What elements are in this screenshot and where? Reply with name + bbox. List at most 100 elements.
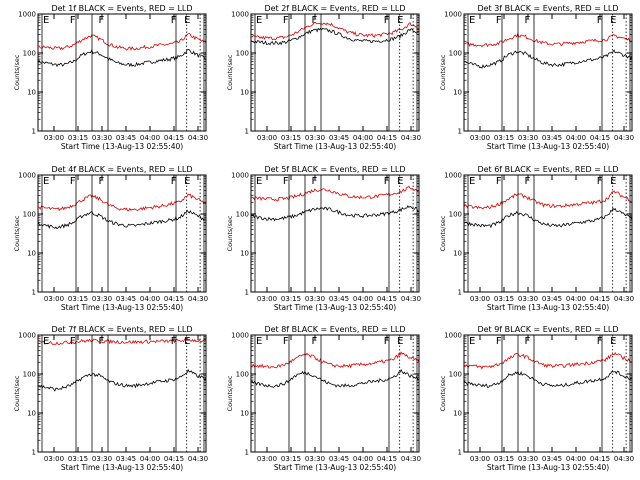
interval-flag: F	[524, 336, 530, 347]
series-line-events	[463, 370, 633, 388]
x-tick-label: 03:30	[92, 134, 112, 142]
y-tick-label: 10	[240, 410, 249, 418]
x-tick-label: 03:30	[518, 134, 538, 142]
panel-det-5: Det 5f BLACK = Events, RED = LLD 1 10 100 10…	[226, 165, 421, 312]
x-tick-label: 03:45	[116, 295, 136, 303]
y-tick-label: 1	[458, 289, 462, 297]
panel-det-9: Det 9f BLACK = Events, RED = LLD 1 10 100 10…	[439, 325, 634, 472]
y-tick-label: 100	[236, 371, 249, 379]
x-tick-label: 04:00	[140, 455, 160, 463]
series-line-events	[250, 205, 420, 222]
series-line-events	[463, 207, 633, 229]
series-line-lld	[250, 185, 420, 202]
y-tick-label: 100	[23, 211, 36, 219]
x-tick-label: 04:00	[353, 455, 373, 463]
interval-flag: E	[610, 176, 616, 187]
interval-flag: F	[524, 15, 530, 26]
y-axis-label: Counts/sec	[439, 375, 447, 411]
interval-flag: F	[171, 176, 177, 187]
interval-flag: F	[311, 15, 317, 26]
y-tick-label: 1000	[231, 11, 249, 19]
interval-flag: F	[384, 15, 390, 26]
panel-title: Det 1f BLACK = Events, RED = LLD	[51, 4, 192, 13]
x-tick-label: 03:45	[116, 455, 136, 463]
y-tick-label: 10	[27, 89, 36, 97]
x-tick-label: 03:00	[257, 295, 277, 303]
x-tick-label: 04:15	[590, 134, 610, 142]
series-line-lld	[37, 32, 207, 51]
series-line-events	[37, 209, 207, 230]
x-tick-label: 04:00	[566, 134, 586, 142]
x-tick-label: 03:30	[305, 134, 325, 142]
y-tick-label: 1000	[18, 332, 36, 340]
interval-flag: F	[496, 15, 502, 26]
interval-flag: F	[384, 336, 390, 347]
y-axis-label: Counts/sec	[226, 375, 234, 411]
y-axis-label: Counts/sec	[439, 54, 447, 90]
x-tick-label: 04:15	[590, 295, 610, 303]
y-axis-label: Counts/sec	[439, 215, 447, 251]
x-tick-label: 03:00	[470, 134, 490, 142]
y-tick-label: 1	[245, 128, 249, 136]
panel-title: Det 3f BLACK = Events, RED = LLD	[477, 4, 618, 13]
plot-frame	[463, 174, 633, 293]
y-tick-label: 1000	[444, 11, 462, 19]
interval-flag: E	[184, 176, 190, 187]
y-axis-label: Counts/sec	[13, 215, 21, 251]
panel-det-1: Det 1f BLACK = Events, RED = LLD 1 10 100 10…	[13, 4, 208, 151]
x-tick-label: 04:15	[164, 455, 184, 463]
x-tick-label: 04:30	[614, 134, 634, 142]
interval-flag: F	[283, 336, 289, 347]
x-tick-label: 03:00	[257, 134, 277, 142]
x-tick-label: 04:15	[377, 295, 397, 303]
panel-det-6: Det 6f BLACK = Events, RED = LLD 1 10 100 10…	[439, 165, 634, 312]
interval-flag: F	[70, 176, 76, 187]
panel-det-8: Det 8f BLACK = Events, RED = LLD 1 10 100 10…	[226, 325, 421, 472]
x-tick-label: 03:45	[329, 134, 349, 142]
y-tick-label: 1	[245, 449, 249, 457]
panel-title: Det 5f BLACK = Events, RED = LLD	[264, 165, 405, 174]
y-tick-label: 1000	[18, 11, 36, 19]
panel-title: Det 4f BLACK = Events, RED = LLD	[51, 165, 192, 174]
x-tick-label: 03:30	[305, 455, 325, 463]
y-tick-label: 1	[32, 449, 36, 457]
y-tick-label: 100	[449, 371, 462, 379]
plot-frame	[250, 334, 420, 453]
x-tick-label: 03:45	[542, 455, 562, 463]
series-line-lld	[37, 193, 207, 212]
x-tick-label: 03:00	[470, 455, 490, 463]
x-tick-label: 03:45	[329, 455, 349, 463]
interval-flag: F	[524, 176, 530, 187]
x-axis-label: Start Time (13-Aug-13 02:55:40)	[487, 303, 609, 312]
x-axis-label: Start Time (13-Aug-13 02:55:40)	[487, 142, 609, 151]
plot-frame	[250, 13, 420, 132]
y-tick-label: 100	[23, 50, 36, 58]
x-tick-label: 03:00	[44, 134, 64, 142]
y-tick-label: 10	[27, 410, 36, 418]
x-tick-label: 04:30	[401, 134, 421, 142]
interval-flag: F	[70, 336, 76, 347]
panel-title: Det 2f BLACK = Events, RED = LLD	[264, 4, 405, 13]
x-axis-label: Start Time (13-Aug-13 02:55:40)	[61, 303, 183, 312]
x-tick-label: 03:45	[542, 134, 562, 142]
x-tick-label: 03:15	[494, 295, 514, 303]
x-tick-label: 04:15	[164, 295, 184, 303]
y-tick-label: 100	[449, 211, 462, 219]
x-tick-label: 04:15	[377, 134, 397, 142]
y-tick-label: 1	[458, 449, 462, 457]
series-line-events	[37, 48, 207, 68]
x-tick-label: 03:00	[44, 295, 64, 303]
x-tick-label: 03:15	[281, 295, 301, 303]
panel-title: Det 7f BLACK = Events, RED = LLD	[51, 325, 192, 334]
y-tick-label: 1	[32, 289, 36, 297]
y-tick-label: 1	[245, 289, 249, 297]
interval-flag: F	[98, 176, 104, 187]
x-axis-label: Start Time (13-Aug-13 02:55:40)	[61, 463, 183, 472]
y-tick-label: 1000	[231, 172, 249, 180]
y-axis-label: Counts/sec	[13, 54, 21, 90]
x-tick-label: 03:15	[68, 134, 88, 142]
panel-title: Det 8f BLACK = Events, RED = LLD	[264, 325, 405, 334]
x-axis-label: Start Time (13-Aug-13 02:55:40)	[274, 142, 396, 151]
x-tick-label: 04:00	[566, 295, 586, 303]
